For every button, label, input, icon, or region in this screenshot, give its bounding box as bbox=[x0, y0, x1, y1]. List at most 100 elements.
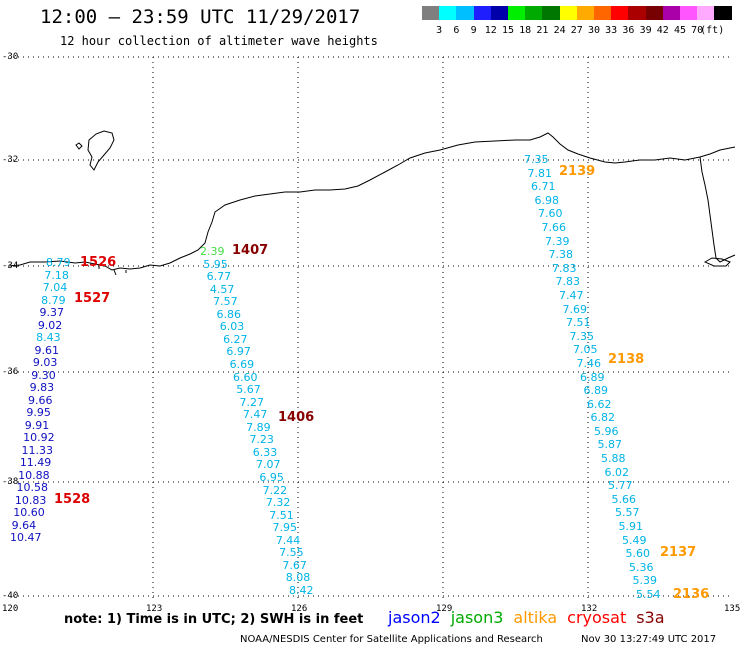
satellite-legend-item: cryosat bbox=[567, 608, 627, 627]
generation-timestamp: Nov 30 13:27:49 UTC 2017 bbox=[581, 634, 717, 645]
color-swatch bbox=[490, 6, 509, 20]
wave-height-label: 7.51 bbox=[269, 508, 294, 522]
wave-height-label: 7.46 bbox=[576, 356, 602, 370]
wave-height-label: 7.32 bbox=[265, 496, 291, 510]
color-swatch bbox=[714, 6, 733, 20]
color-scale-tick: 9 bbox=[470, 25, 477, 36]
wave-height-label: 6.86 bbox=[216, 307, 241, 321]
wave-height-label: 9.66 bbox=[28, 393, 53, 407]
color-swatch bbox=[594, 6, 612, 20]
wave-height-label: 9.91 bbox=[24, 418, 50, 432]
satellite-legend-item: s3a bbox=[636, 608, 665, 627]
wave-height-label: 10.60 bbox=[13, 506, 45, 519]
wave-height-label: 11.49 bbox=[19, 456, 52, 469]
wave-height-label: 9.02 bbox=[37, 318, 63, 332]
color-scale-tick: 12 bbox=[484, 25, 497, 36]
pass-number-2139: 2139 bbox=[559, 164, 596, 179]
wave-height-label: 6.89 bbox=[583, 384, 609, 398]
lon-label-135: 135 bbox=[724, 604, 740, 614]
lon-label-126: 126 bbox=[291, 604, 308, 614]
chart-title: 12:00 – 23:59 UTC 11/29/2017 bbox=[40, 6, 361, 28]
wave-height-label: 8.79 bbox=[41, 293, 66, 307]
wave-height-label: 8.43 bbox=[36, 331, 61, 344]
wave-height-label: 6.71 bbox=[531, 180, 556, 194]
color-swatch bbox=[525, 6, 544, 20]
wave-height-label: 7.05 bbox=[573, 343, 598, 357]
color-swatch bbox=[662, 6, 681, 20]
lat-label-34: -34 bbox=[2, 261, 19, 271]
color-scale-tick: 15 bbox=[501, 25, 515, 36]
kangaroo-island bbox=[703, 257, 731, 267]
color-swatch bbox=[645, 6, 664, 20]
lon-label-129: 129 bbox=[436, 604, 453, 614]
wave-height-label: 6.33 bbox=[252, 445, 278, 459]
color-scale-tick: 42 bbox=[656, 25, 669, 36]
wave-height-label: 8.08 bbox=[285, 571, 311, 585]
wave-height-label: 6.02 bbox=[604, 465, 630, 479]
color-swatch bbox=[508, 6, 526, 20]
lat-label-38: -38 bbox=[2, 477, 19, 487]
wave-height-label: 5.49 bbox=[622, 533, 647, 547]
wave-height-label: 7.83 bbox=[555, 275, 581, 289]
color-scale-tick: 70 bbox=[691, 25, 704, 36]
color-swatch bbox=[473, 6, 492, 20]
wave-height-label: 7.07 bbox=[256, 458, 281, 472]
pass-number-1527: 1527 bbox=[74, 291, 111, 306]
color-scale-tick: 33 bbox=[605, 25, 618, 36]
wave-height-label: 5.87 bbox=[597, 438, 623, 452]
wave-height-label: 9.64 bbox=[11, 518, 37, 532]
pass-number-2138: 2138 bbox=[608, 352, 645, 367]
wave-height-label: 6.03 bbox=[219, 320, 245, 334]
color-swatch bbox=[680, 6, 698, 20]
coastline bbox=[7, 132, 736, 271]
wave-height-label: 7.95 bbox=[272, 521, 298, 535]
wave-height-label: 7.81 bbox=[527, 166, 553, 180]
satellite-legend-item: jason2 bbox=[388, 608, 441, 627]
color-swatch bbox=[422, 6, 440, 20]
wave-height-label: 7.60 bbox=[538, 207, 563, 221]
color-scale-tick: 45 bbox=[673, 25, 687, 36]
wave-height-label: 6.77 bbox=[206, 270, 232, 284]
satellite-legend-item: jason3 bbox=[450, 608, 504, 627]
color-scale-unit: (ft) bbox=[700, 25, 725, 36]
wave-height-label: 7.83 bbox=[552, 261, 577, 275]
lon-label-120: 120 bbox=[2, 604, 19, 614]
coastline-spencer bbox=[699, 156, 736, 263]
color-scale-tick: 21 bbox=[536, 25, 549, 36]
pass-number-2137: 2137 bbox=[660, 545, 697, 560]
wave-height-label: 5.66 bbox=[611, 492, 637, 506]
wave-height-label: 6.97 bbox=[226, 345, 251, 359]
wave-height-label: 7.47 bbox=[242, 408, 268, 422]
lon-label-123: 123 bbox=[146, 604, 163, 614]
lat-label-40: -40 bbox=[2, 591, 19, 601]
wave-height-label: 9.95 bbox=[26, 406, 51, 419]
wave-height-label: 6.98 bbox=[534, 193, 560, 207]
footer-note: note: 1) Time is in UTC; 2) SWH is in fe… bbox=[64, 612, 364, 627]
wave-height-label: 7.27 bbox=[239, 395, 265, 409]
pass-number-1407: 1407 bbox=[232, 243, 269, 258]
wave-height-label: 9.83 bbox=[29, 381, 55, 394]
wave-height-label: 7.51 bbox=[566, 316, 591, 330]
pass-number-1528: 1528 bbox=[54, 492, 91, 507]
wave-height-label: 7.39 bbox=[545, 234, 570, 248]
wave-height-label: 7.89 bbox=[246, 420, 271, 434]
color-scale-tick: 36 bbox=[622, 25, 635, 36]
wave-height-label: 7.22 bbox=[262, 483, 288, 497]
wave-height-label: 7.69 bbox=[562, 302, 588, 316]
color-scale-tick: 6 bbox=[453, 25, 460, 36]
wave-height-label: 6.27 bbox=[223, 332, 248, 346]
wave-height-label: 7.44 bbox=[275, 533, 301, 547]
wave-height-label: 5.95 bbox=[203, 257, 228, 271]
color-swatch bbox=[611, 6, 630, 20]
color-scale-tick: 30 bbox=[587, 25, 601, 36]
wave-height-label: 10.47 bbox=[10, 531, 42, 544]
wave-height-label: 9.61 bbox=[34, 343, 60, 357]
wave-height-label: 7.38 bbox=[548, 248, 574, 262]
pass-number-2136: 2136 bbox=[673, 587, 710, 602]
wave-height-label: 9.37 bbox=[39, 306, 64, 319]
color-scale-tick: 3 bbox=[436, 25, 443, 36]
color-swatch bbox=[456, 6, 475, 20]
wave-height-label: 7.18 bbox=[44, 268, 69, 282]
color-scale-tick: 27 bbox=[570, 25, 583, 36]
